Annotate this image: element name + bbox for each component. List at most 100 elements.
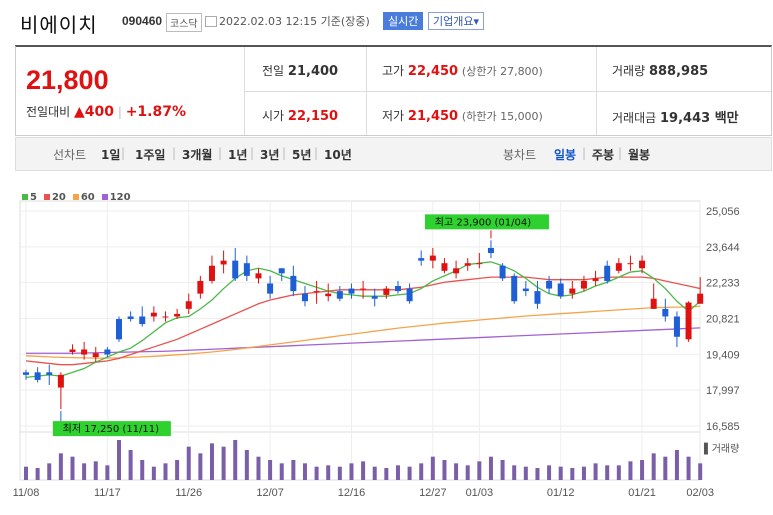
legend-ma120: 120 [109, 192, 131, 203]
price-summary: 21,800 전일대비 ▲400 | +1.87% 전일 21,400 고가 2… [15, 45, 772, 136]
max-annotation: 최고 23,900 (01/04) [435, 216, 531, 228]
period-1w[interactable]: 1주일 [135, 148, 166, 162]
candle-body [569, 288, 576, 294]
candle-body [476, 263, 483, 265]
volume-bar [628, 461, 633, 480]
y-tick-label: 25,056 [706, 206, 740, 218]
low-price: 저가 21,450 (하한가 15,000) [382, 107, 543, 124]
candle-body [639, 260, 646, 269]
volume-bar [384, 468, 389, 480]
candle-body [487, 247, 494, 254]
prev-close: 전일 21,400 [262, 62, 338, 79]
volume-bar [419, 463, 424, 480]
x-tick-label: 11/17 [94, 487, 121, 499]
volume-bar [58, 453, 63, 480]
candle-body [150, 312, 157, 317]
company-overview-dropdown[interactable]: 기업개요▾ [428, 12, 485, 30]
prev-value: 21,400 [287, 64, 339, 79]
trade-amount: 거래대금 19,443 백만 [612, 107, 739, 126]
chart-frame [19, 200, 701, 481]
candle-body [464, 263, 471, 266]
candle-body [546, 280, 553, 289]
volume-bar [105, 465, 110, 480]
candle-body [255, 273, 262, 279]
volume-bar [279, 463, 284, 480]
candle-body [115, 319, 122, 340]
volume-bar [349, 463, 354, 480]
period-1y[interactable]: 1년 [228, 148, 248, 162]
candle-body [348, 288, 355, 294]
period-10y[interactable]: 10년 [324, 148, 352, 162]
candle-body [127, 316, 134, 320]
candle-body [69, 349, 76, 353]
volume-bar [35, 468, 40, 480]
period-5y[interactable]: 5년 [292, 148, 312, 162]
volume-bar [256, 456, 261, 480]
volume-bar [674, 450, 679, 480]
lower-limit: (하한가 15,000) [461, 110, 543, 123]
volume-bar [605, 465, 610, 480]
period-3m[interactable]: 3개월 [182, 148, 213, 162]
line-chart-label: 선차트 [53, 148, 87, 162]
legend-ma20: 20 [51, 192, 66, 203]
legend-ma60: 60 [80, 192, 95, 203]
candle-monthly[interactable]: 월봉 [628, 148, 651, 162]
volume-bar [361, 461, 366, 480]
candle-daily[interactable]: 일봉 [554, 148, 577, 162]
candle-body [197, 280, 204, 294]
x-tick-label: 11/26 [175, 487, 202, 499]
calendar-icon [205, 16, 217, 27]
candle-body [418, 258, 425, 261]
volume-bar [268, 460, 273, 480]
ma60-line [25, 305, 701, 359]
candle-body [615, 263, 622, 271]
high-price: 고가 22,450 (상한가 27,800) [382, 62, 543, 79]
max-annotation-box [424, 214, 549, 230]
volume-bar [302, 463, 307, 480]
candle-body [592, 278, 599, 281]
volume-bar [116, 440, 121, 480]
candle-body [290, 275, 297, 292]
market-badge: 코스닥 [166, 13, 202, 32]
volume-bar [70, 456, 75, 480]
price-chart: 25,056 23,644 22,233 20,821 19,409 17,997 16,5… [13, 200, 740, 499]
volume-bar [465, 465, 470, 480]
open-label: 시가 [262, 109, 285, 123]
candle-weekly[interactable]: 주봉 [592, 148, 615, 162]
volume-bar [233, 440, 238, 480]
volume-bar [651, 453, 656, 480]
volume-bar [535, 468, 540, 480]
candle-body [394, 286, 401, 292]
volume-bar [593, 463, 598, 480]
candle-body [81, 349, 88, 355]
current-price: 21,800 [26, 65, 109, 95]
volume-bar [244, 450, 249, 480]
stock-name: 비에이치 [20, 13, 98, 37]
candle-body [360, 288, 367, 290]
candle-body [162, 316, 169, 318]
period-3y[interactable]: 3년 [260, 148, 280, 162]
candle-body [23, 372, 29, 375]
volume-bar [616, 465, 621, 480]
x-tick-label: 01/03 [466, 487, 494, 499]
candle-body [34, 372, 41, 380]
chart-toolbar: 선차트 1일 | 1주일 | 3개월 | 1년 | 3년 | 5년 | 10년 … [15, 137, 772, 171]
upper-limit: (상한가 27,800) [461, 65, 543, 78]
price-change: 전일대비 ▲400 | +1.87% [26, 104, 187, 120]
candle-body [57, 374, 64, 388]
y-tick-label: 17,997 [706, 385, 740, 397]
candle-body [650, 298, 657, 309]
candle-body [301, 293, 308, 302]
low-label: 저가 [382, 109, 405, 123]
period-1d[interactable]: 1일 [101, 148, 121, 162]
realtime-button[interactable]: 실시간 [383, 12, 424, 30]
candle-body [441, 263, 448, 271]
volume-bar [512, 465, 517, 480]
y-tick-label: 19,409 [706, 349, 740, 361]
min-annotation-box [52, 421, 171, 437]
stock-header: 비에이치 090460 코스닥 2022.02.03 12:15 기준(장중) … [0, 0, 773, 38]
candle-body [208, 265, 215, 281]
candle-body [185, 301, 192, 309]
volume-bar [570, 468, 575, 480]
high-value: 22,450 [407, 64, 459, 79]
